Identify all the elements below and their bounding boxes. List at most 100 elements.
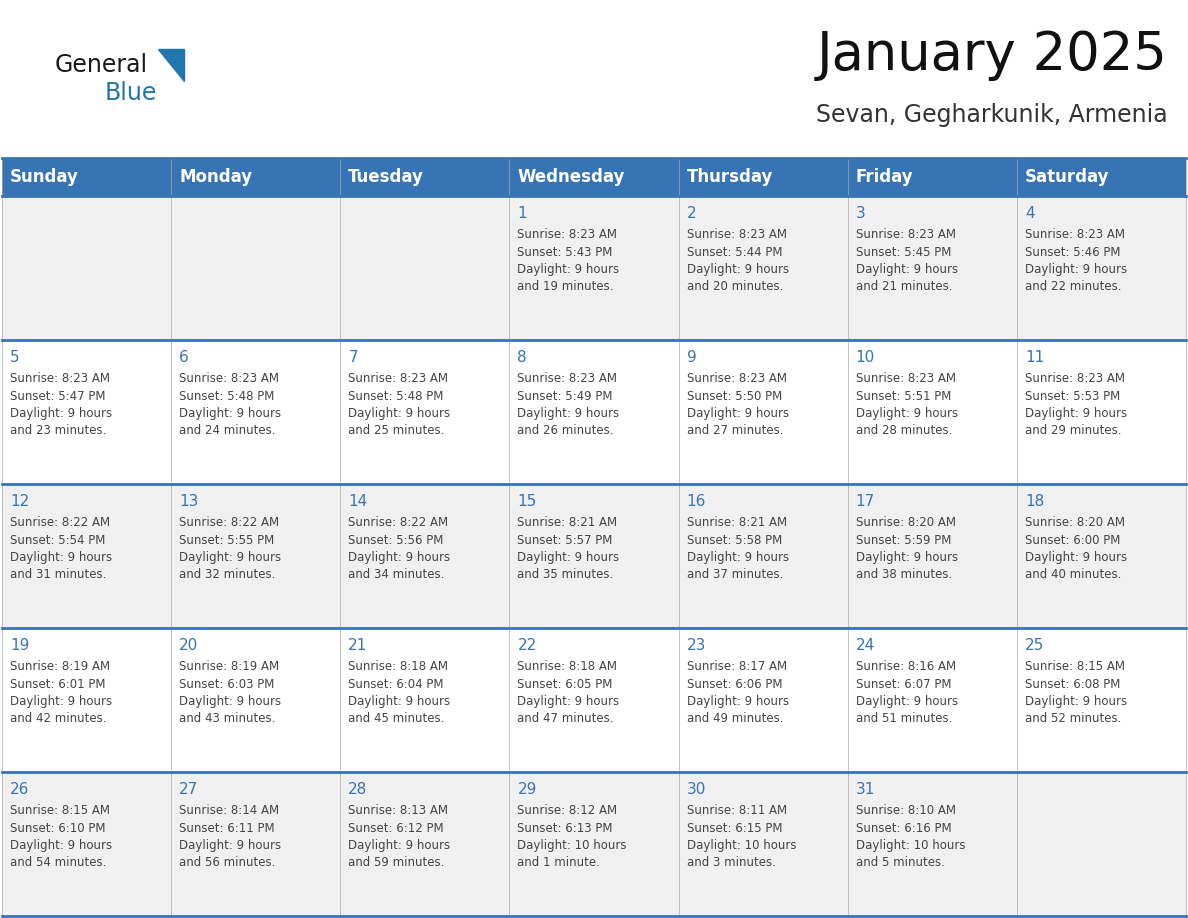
Text: 6: 6 — [179, 350, 189, 365]
Text: 27: 27 — [179, 782, 198, 797]
Text: 21: 21 — [348, 638, 367, 653]
Text: Sunrise: 8:23 AM
Sunset: 5:49 PM
Daylight: 9 hours
and 26 minutes.: Sunrise: 8:23 AM Sunset: 5:49 PM Dayligh… — [518, 372, 620, 438]
Text: Blue: Blue — [105, 81, 157, 105]
Bar — [678, 196, 848, 340]
Bar — [1017, 484, 1186, 628]
Text: January 2025: January 2025 — [817, 29, 1168, 81]
Text: Sunrise: 8:22 AM
Sunset: 5:56 PM
Daylight: 9 hours
and 34 minutes.: Sunrise: 8:22 AM Sunset: 5:56 PM Dayligh… — [348, 516, 450, 581]
Text: 23: 23 — [687, 638, 706, 653]
Text: 12: 12 — [10, 494, 30, 509]
Text: Sunrise: 8:10 AM
Sunset: 6:16 PM
Daylight: 10 hours
and 5 minutes.: Sunrise: 8:10 AM Sunset: 6:16 PM Dayligh… — [855, 804, 965, 869]
Text: 14: 14 — [348, 494, 367, 509]
Text: Sevan, Gegharkunik, Armenia: Sevan, Gegharkunik, Armenia — [816, 103, 1168, 127]
Text: Sunrise: 8:23 AM
Sunset: 5:51 PM
Daylight: 9 hours
and 28 minutes.: Sunrise: 8:23 AM Sunset: 5:51 PM Dayligh… — [855, 372, 958, 438]
Bar — [510, 340, 678, 484]
Text: 28: 28 — [348, 782, 367, 797]
Bar — [171, 772, 340, 916]
Text: 9: 9 — [687, 350, 696, 365]
Bar — [848, 196, 1017, 340]
Text: 20: 20 — [179, 638, 198, 653]
Bar — [340, 196, 510, 340]
Text: General: General — [55, 53, 148, 77]
Text: Sunrise: 8:23 AM
Sunset: 5:44 PM
Daylight: 9 hours
and 20 minutes.: Sunrise: 8:23 AM Sunset: 5:44 PM Dayligh… — [687, 228, 789, 294]
Bar — [510, 484, 678, 628]
Text: 16: 16 — [687, 494, 706, 509]
Text: Sunrise: 8:13 AM
Sunset: 6:12 PM
Daylight: 9 hours
and 59 minutes.: Sunrise: 8:13 AM Sunset: 6:12 PM Dayligh… — [348, 804, 450, 869]
Text: 29: 29 — [518, 782, 537, 797]
Bar — [1017, 340, 1186, 484]
Polygon shape — [158, 49, 184, 81]
Bar — [848, 484, 1017, 628]
Text: Saturday: Saturday — [1025, 168, 1110, 186]
Text: Sunrise: 8:23 AM
Sunset: 5:46 PM
Daylight: 9 hours
and 22 minutes.: Sunrise: 8:23 AM Sunset: 5:46 PM Dayligh… — [1025, 228, 1127, 294]
Text: Sunrise: 8:21 AM
Sunset: 5:57 PM
Daylight: 9 hours
and 35 minutes.: Sunrise: 8:21 AM Sunset: 5:57 PM Dayligh… — [518, 516, 620, 581]
Bar — [171, 196, 340, 340]
Text: Sunrise: 8:19 AM
Sunset: 6:01 PM
Daylight: 9 hours
and 42 minutes.: Sunrise: 8:19 AM Sunset: 6:01 PM Dayligh… — [10, 660, 112, 725]
Text: Sunrise: 8:18 AM
Sunset: 6:05 PM
Daylight: 9 hours
and 47 minutes.: Sunrise: 8:18 AM Sunset: 6:05 PM Dayligh… — [518, 660, 620, 725]
Text: 13: 13 — [179, 494, 198, 509]
Bar — [340, 772, 510, 916]
Text: Sunrise: 8:12 AM
Sunset: 6:13 PM
Daylight: 10 hours
and 1 minute.: Sunrise: 8:12 AM Sunset: 6:13 PM Dayligh… — [518, 804, 627, 869]
Text: Sunrise: 8:23 AM
Sunset: 5:50 PM
Daylight: 9 hours
and 27 minutes.: Sunrise: 8:23 AM Sunset: 5:50 PM Dayligh… — [687, 372, 789, 438]
Bar — [678, 772, 848, 916]
Bar — [848, 772, 1017, 916]
Text: 25: 25 — [1025, 638, 1044, 653]
Text: Sunrise: 8:16 AM
Sunset: 6:07 PM
Daylight: 9 hours
and 51 minutes.: Sunrise: 8:16 AM Sunset: 6:07 PM Dayligh… — [855, 660, 958, 725]
Text: Wednesday: Wednesday — [518, 168, 625, 186]
Text: 11: 11 — [1025, 350, 1044, 365]
Text: Sunrise: 8:15 AM
Sunset: 6:08 PM
Daylight: 9 hours
and 52 minutes.: Sunrise: 8:15 AM Sunset: 6:08 PM Dayligh… — [1025, 660, 1127, 725]
Bar — [678, 340, 848, 484]
Text: Sunrise: 8:21 AM
Sunset: 5:58 PM
Daylight: 9 hours
and 37 minutes.: Sunrise: 8:21 AM Sunset: 5:58 PM Dayligh… — [687, 516, 789, 581]
Bar — [848, 340, 1017, 484]
Text: 31: 31 — [855, 782, 876, 797]
Text: Sunrise: 8:20 AM
Sunset: 5:59 PM
Daylight: 9 hours
and 38 minutes.: Sunrise: 8:20 AM Sunset: 5:59 PM Dayligh… — [855, 516, 958, 581]
Bar — [2, 158, 1186, 196]
Text: Sunrise: 8:18 AM
Sunset: 6:04 PM
Daylight: 9 hours
and 45 minutes.: Sunrise: 8:18 AM Sunset: 6:04 PM Dayligh… — [348, 660, 450, 725]
Bar — [2, 196, 171, 340]
Text: Sunrise: 8:14 AM
Sunset: 6:11 PM
Daylight: 9 hours
and 56 minutes.: Sunrise: 8:14 AM Sunset: 6:11 PM Dayligh… — [179, 804, 282, 869]
Text: 18: 18 — [1025, 494, 1044, 509]
Text: 15: 15 — [518, 494, 537, 509]
Bar — [678, 484, 848, 628]
Text: Sunday: Sunday — [10, 168, 78, 186]
Text: 2: 2 — [687, 206, 696, 221]
Bar — [171, 340, 340, 484]
Text: Monday: Monday — [179, 168, 252, 186]
Bar — [510, 196, 678, 340]
Bar — [678, 628, 848, 772]
Bar — [340, 340, 510, 484]
Text: Sunrise: 8:20 AM
Sunset: 6:00 PM
Daylight: 9 hours
and 40 minutes.: Sunrise: 8:20 AM Sunset: 6:00 PM Dayligh… — [1025, 516, 1127, 581]
Bar — [2, 772, 171, 916]
Bar — [510, 772, 678, 916]
Text: Sunrise: 8:23 AM
Sunset: 5:48 PM
Daylight: 9 hours
and 25 minutes.: Sunrise: 8:23 AM Sunset: 5:48 PM Dayligh… — [348, 372, 450, 438]
Bar — [2, 484, 171, 628]
Text: Thursday: Thursday — [687, 168, 773, 186]
Text: 1: 1 — [518, 206, 527, 221]
Text: 22: 22 — [518, 638, 537, 653]
Text: 5: 5 — [10, 350, 20, 365]
Bar — [171, 628, 340, 772]
Text: Sunrise: 8:23 AM
Sunset: 5:47 PM
Daylight: 9 hours
and 23 minutes.: Sunrise: 8:23 AM Sunset: 5:47 PM Dayligh… — [10, 372, 112, 438]
Text: Sunrise: 8:23 AM
Sunset: 5:48 PM
Daylight: 9 hours
and 24 minutes.: Sunrise: 8:23 AM Sunset: 5:48 PM Dayligh… — [179, 372, 282, 438]
Text: Sunrise: 8:15 AM
Sunset: 6:10 PM
Daylight: 9 hours
and 54 minutes.: Sunrise: 8:15 AM Sunset: 6:10 PM Dayligh… — [10, 804, 112, 869]
Bar — [2, 340, 171, 484]
Bar — [510, 628, 678, 772]
Text: Friday: Friday — [855, 168, 914, 186]
Text: 4: 4 — [1025, 206, 1035, 221]
Text: Tuesday: Tuesday — [348, 168, 424, 186]
Text: Sunrise: 8:23 AM
Sunset: 5:45 PM
Daylight: 9 hours
and 21 minutes.: Sunrise: 8:23 AM Sunset: 5:45 PM Dayligh… — [855, 228, 958, 294]
Text: 30: 30 — [687, 782, 706, 797]
Bar — [171, 484, 340, 628]
Text: Sunrise: 8:17 AM
Sunset: 6:06 PM
Daylight: 9 hours
and 49 minutes.: Sunrise: 8:17 AM Sunset: 6:06 PM Dayligh… — [687, 660, 789, 725]
Text: Sunrise: 8:22 AM
Sunset: 5:54 PM
Daylight: 9 hours
and 31 minutes.: Sunrise: 8:22 AM Sunset: 5:54 PM Dayligh… — [10, 516, 112, 581]
Bar — [848, 628, 1017, 772]
Text: 24: 24 — [855, 638, 876, 653]
Bar — [340, 484, 510, 628]
Text: Sunrise: 8:11 AM
Sunset: 6:15 PM
Daylight: 10 hours
and 3 minutes.: Sunrise: 8:11 AM Sunset: 6:15 PM Dayligh… — [687, 804, 796, 869]
Text: 10: 10 — [855, 350, 876, 365]
Text: 8: 8 — [518, 350, 527, 365]
Text: 3: 3 — [855, 206, 866, 221]
Bar — [2, 628, 171, 772]
Text: Sunrise: 8:19 AM
Sunset: 6:03 PM
Daylight: 9 hours
and 43 minutes.: Sunrise: 8:19 AM Sunset: 6:03 PM Dayligh… — [179, 660, 282, 725]
Bar — [1017, 772, 1186, 916]
